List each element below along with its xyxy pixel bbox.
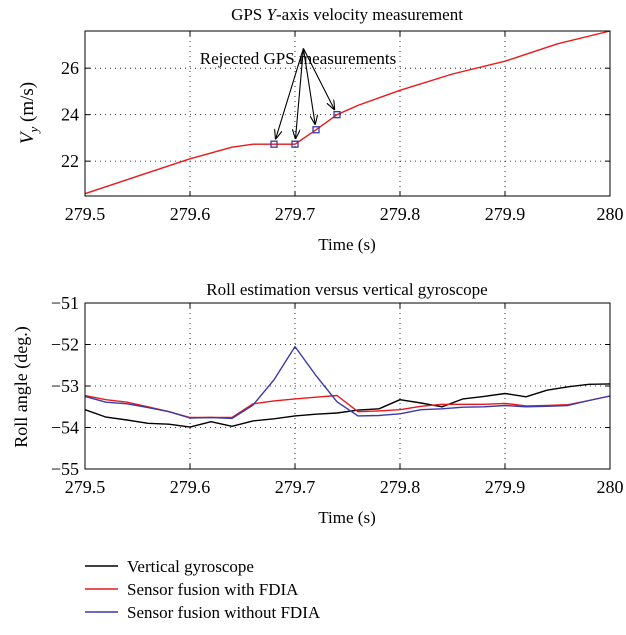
velocity-chart: GPS Y-axis velocity measurement 279.5 279… bbox=[17, 5, 624, 254]
roll-series bbox=[84, 345, 611, 428]
velocity-ylabel: Vy (m/s) bbox=[17, 82, 41, 144]
roll-xtick-label: 279.7 bbox=[275, 477, 316, 497]
roll-ytick-label: −52 bbox=[51, 335, 79, 355]
velocity-line-series bbox=[84, 30, 611, 195]
velocity-xtick-label: 279.9 bbox=[485, 204, 526, 224]
velocity-ytick-label: 24 bbox=[61, 105, 79, 125]
legend: Vertical gyroscope Sensor fusion with FDI… bbox=[85, 557, 321, 622]
roll-xtick-label: 279.8 bbox=[380, 477, 421, 497]
velocity-ticks: 279.5 279.6 279.7 279.8 279.9 280 22 24 26 bbox=[61, 31, 624, 224]
legend-label: Vertical gyroscope bbox=[127, 557, 254, 576]
rejected-measurement-marker bbox=[333, 111, 341, 119]
rejected-annotation: Rejected GPS measurements bbox=[200, 49, 396, 68]
velocity-ytick-label: 26 bbox=[61, 58, 79, 78]
roll-plot-area bbox=[85, 303, 610, 469]
annotation-arrow bbox=[296, 48, 304, 138]
velocity-xtick-label: 279.5 bbox=[65, 204, 106, 224]
velocity-xlabel: Time (s) bbox=[318, 235, 375, 254]
rejected-measurement-marker bbox=[270, 140, 278, 148]
rejected-markers bbox=[270, 111, 341, 148]
sensor-fusion-without-fdia-series bbox=[84, 345, 611, 420]
roll-ylabel: Roll angle (deg.) bbox=[11, 326, 32, 447]
roll-chart: Roll estimation versus vertical gyroscop… bbox=[11, 280, 624, 527]
roll-xtick-label: 279.9 bbox=[485, 477, 526, 497]
roll-ticks: 279.5 279.6 279.7 279.8 279.9 280 −55 −54 −53 −52… bbox=[51, 293, 624, 497]
rejected-measurement-marker bbox=[291, 140, 299, 148]
roll-ytick-label: −55 bbox=[51, 459, 79, 479]
roll-ytick-label: −54 bbox=[51, 418, 79, 438]
roll-xtick-label: 279.5 bbox=[65, 477, 106, 497]
velocity-plot-area bbox=[85, 31, 610, 196]
annotation-arrow bbox=[302, 48, 315, 123]
velocity-series bbox=[84, 30, 611, 195]
vertical-gyroscope-series bbox=[84, 383, 611, 428]
velocity-xtick-label: 280 bbox=[597, 204, 624, 224]
annotation-arrow bbox=[302, 48, 334, 109]
rejection-arrows bbox=[276, 48, 335, 138]
velocity-xtick-label: 279.8 bbox=[380, 204, 421, 224]
rejected-measurement-marker bbox=[312, 126, 320, 134]
roll-chart-title: Roll estimation versus vertical gyroscop… bbox=[206, 280, 487, 299]
roll-xtick-label: 280 bbox=[597, 477, 624, 497]
legend-label: Sensor fusion without FDIA bbox=[127, 603, 321, 622]
velocity-chart-title: GPS Y-axis velocity measurement bbox=[231, 5, 463, 24]
roll-ytick-label: −53 bbox=[51, 376, 79, 396]
roll-xtick-label: 279.6 bbox=[170, 477, 211, 497]
roll-ytick-label: −51 bbox=[51, 293, 79, 313]
legend-label: Sensor fusion with FDIA bbox=[127, 580, 299, 599]
velocity-plot-frame bbox=[84, 30, 611, 197]
velocity-xtick-label: 279.7 bbox=[275, 204, 316, 224]
velocity-xtick-label: 279.6 bbox=[170, 204, 211, 224]
annotation-arrow bbox=[276, 48, 304, 138]
roll-xlabel: Time (s) bbox=[318, 508, 375, 527]
velocity-ytick-label: 22 bbox=[61, 151, 79, 171]
